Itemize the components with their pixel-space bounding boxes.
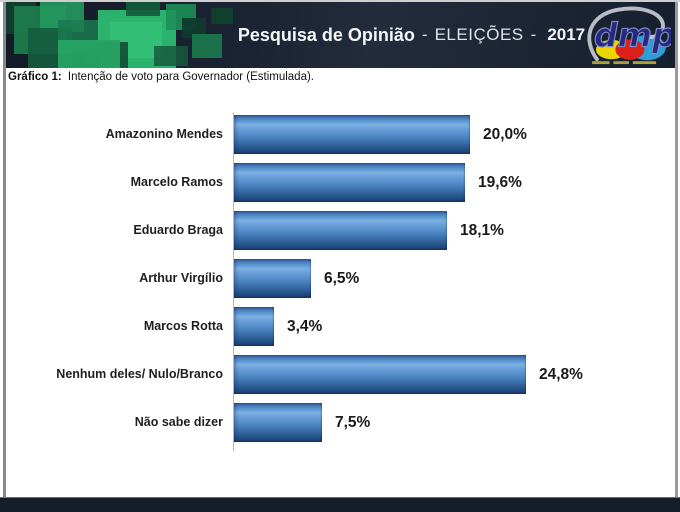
page-border-right — [675, 2, 678, 498]
title-year: 2017 — [547, 25, 586, 44]
page-border-left — [3, 2, 6, 498]
chart-caption: Gráfico 1: Intenção de voto para Governa… — [8, 71, 314, 83]
chart-caption-label: Gráfico 1: — [8, 71, 62, 83]
value-label: 24,8% — [539, 366, 583, 383]
bar-row: Eduardo Braga 18,1% — [0, 211, 680, 250]
value-label: 6,5% — [324, 270, 360, 287]
title-section: ELEIÇÕES — [434, 25, 524, 44]
mosaic-square — [192, 34, 222, 58]
bar — [234, 307, 274, 346]
dmp-logo: dmp — [583, 3, 676, 67]
bar — [234, 163, 465, 202]
bar — [234, 403, 322, 442]
title-separator: - — [421, 25, 428, 44]
bar-row: Arthur Virgílio 6,5% — [0, 259, 680, 298]
logo-red-ellipse — [615, 39, 645, 60]
value-label: 7,5% — [335, 414, 371, 431]
logo-wordmark: dmp — [594, 16, 671, 55]
category-label: Não sabe dizer — [134, 415, 223, 429]
category-label: Amazonino Mendes — [105, 127, 223, 141]
category-label: Eduardo Braga — [133, 223, 223, 237]
bar-row: Nenhum deles/ Nulo/Branco 24,8% — [0, 355, 680, 394]
bar-row: Amazonino Mendes 20,0% — [0, 115, 680, 154]
category-label: Arthur Virgílio — [139, 271, 223, 285]
bar-row: Não sabe dizer 7,5% — [0, 403, 680, 442]
bar — [234, 355, 526, 394]
category-label: Marcelo Ramos — [130, 175, 223, 189]
bar-row: Marcelo Ramos 19,6% — [0, 163, 680, 202]
axis-line — [233, 113, 234, 451]
mosaic-square — [126, 2, 160, 16]
bar — [234, 115, 470, 154]
value-label: 18,1% — [460, 222, 504, 239]
value-label: 19,6% — [478, 174, 522, 191]
bar-row: Marcos Rotta 3,4% — [0, 307, 680, 346]
mosaic-square — [182, 18, 206, 38]
logo-swoosh — [587, 6, 665, 62]
mosaic-square — [58, 40, 120, 68]
title-separator-2: - — [530, 25, 537, 44]
category-label: Nenhum deles/ Nulo/Branco — [56, 367, 223, 381]
logo-tagline — [592, 61, 657, 65]
bar — [234, 259, 311, 298]
category-label: Marcos Rotta — [143, 319, 223, 333]
page-border-top — [0, 0, 680, 2]
mosaic-square — [154, 46, 188, 66]
footer-band — [0, 497, 680, 512]
page-title: Pesquisa de Opinião - ELEIÇÕES - 2017 — [238, 2, 585, 68]
dmp-logo-graphic: dmp — [587, 6, 676, 65]
header-banner: Pesquisa de Opinião - ELEIÇÕES - 2017 dm… — [6, 2, 676, 68]
chart-caption-text: Intenção de voto para Governador (Estimu… — [67, 71, 315, 83]
value-label: 20,0% — [483, 126, 527, 143]
bar — [234, 211, 447, 250]
title-main: Pesquisa de Opinião — [237, 24, 415, 45]
green-mosaic-decoration — [6, 2, 244, 68]
value-label: 3,4% — [287, 318, 323, 335]
mosaic-square — [211, 8, 233, 24]
